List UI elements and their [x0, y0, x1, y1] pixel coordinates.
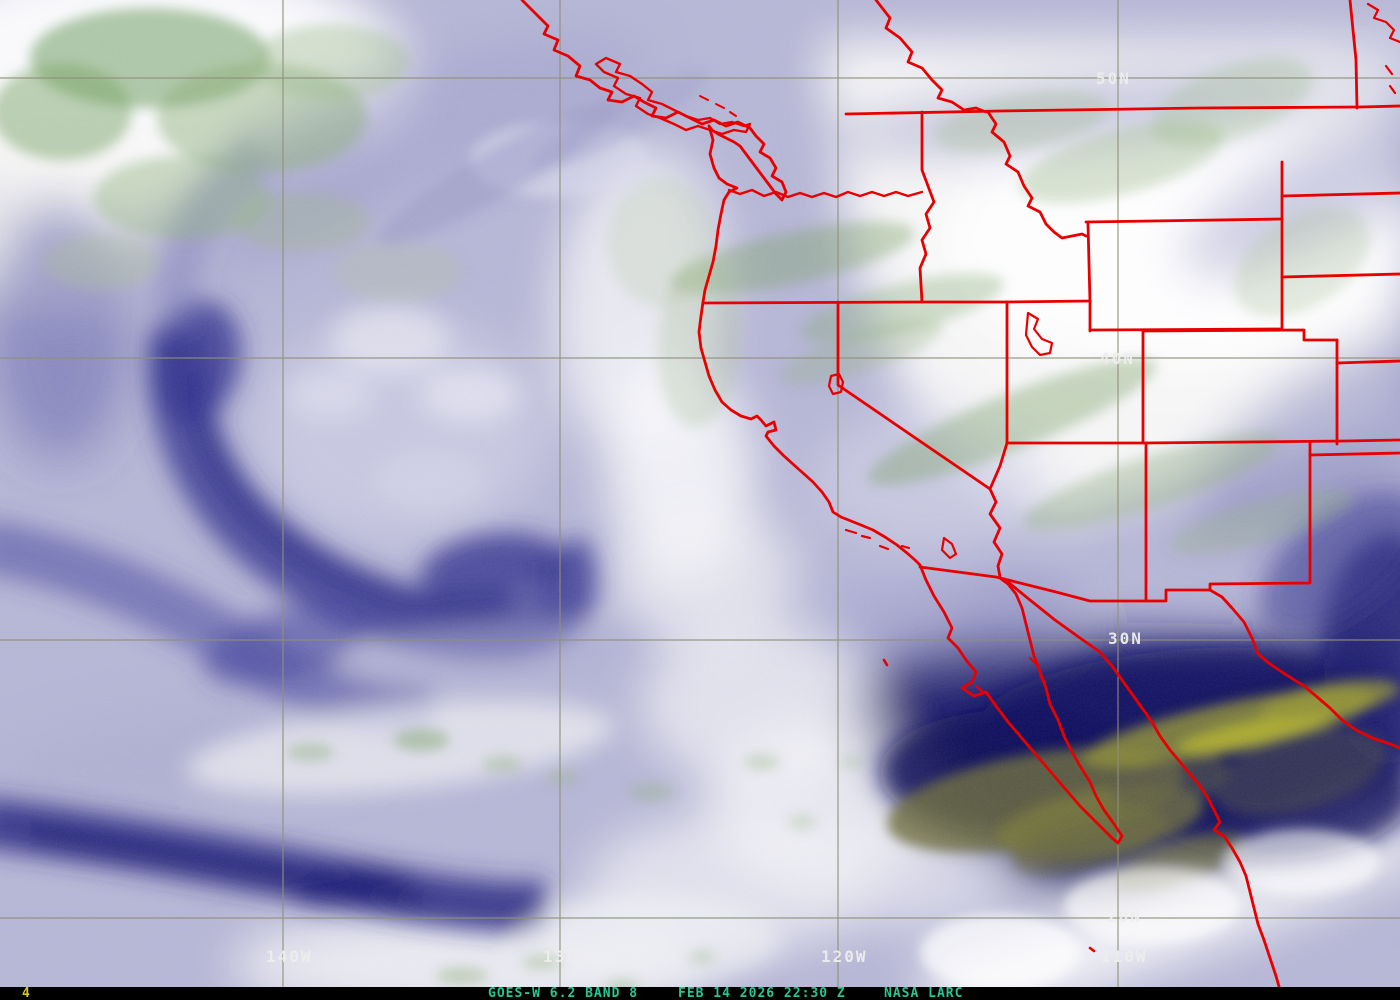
border-topright-lakes	[1366, 2, 1400, 95]
grid-labels: 50N 40N 30N 20N 140W 130W 120W 110W	[266, 69, 1148, 966]
lon-label-120w: 120W	[821, 947, 868, 966]
map-boundaries	[520, 0, 1400, 1000]
border-nebraska-kansas	[1335, 359, 1400, 365]
coastline-vancouver-island	[594, 56, 752, 136]
lat-label-50n: 50N	[1096, 69, 1131, 88]
border-nevada-arizona	[988, 441, 1009, 491]
border-42n	[701, 299, 1092, 305]
border-idaho-montana	[986, 110, 1088, 240]
lon-label-140w: 140W	[266, 947, 313, 966]
border-idaho-wyoming	[1086, 222, 1092, 304]
lon-label-110w: 110W	[1101, 947, 1148, 966]
border-montana-east	[1348, 0, 1359, 110]
border-newmexico-texas	[1208, 441, 1312, 592]
border-us-mexico	[918, 565, 1400, 750]
isla-guadalupe	[882, 658, 889, 667]
isla-cedros	[974, 684, 984, 693]
border-montana-dakota	[1280, 191, 1400, 198]
status-bar: 4 GOES-W 6.2 BAND 8 FEB 14 2026 22:30 Z …	[0, 987, 1400, 1000]
border-colorado-north	[1141, 328, 1339, 342]
border-us-canada	[844, 104, 1400, 116]
border-california-nevada	[836, 300, 1004, 579]
salton-sea	[940, 536, 958, 560]
lake-tahoe	[827, 372, 845, 396]
border-idaho-west	[918, 110, 936, 304]
coastline-british-columbia	[520, 0, 788, 202]
product-label: GOES-W 6.2 BAND 8	[488, 986, 639, 1000]
lat-label-30n: 30N	[1108, 629, 1143, 648]
lat-label-40n: 40N	[1100, 349, 1135, 368]
lon-label-130w: 130W	[543, 947, 590, 966]
timestamp-label: FEB 14 2026 22:30 Z	[678, 986, 846, 1000]
credit-label: NASA LARC	[884, 986, 964, 1000]
lat-label-20n: 20N	[1107, 907, 1142, 926]
coastline-mexico-mainland	[1006, 580, 1286, 1000]
coastline-pacific	[697, 124, 922, 567]
coastline-gulf-islands	[699, 95, 737, 117]
border-texas-oklahoma	[1308, 451, 1400, 457]
border-montana-wyoming	[1084, 217, 1284, 224]
border-37n	[1005, 438, 1400, 445]
gulf-of-california-islands	[1029, 657, 1046, 683]
coastline-baja-california	[918, 563, 1124, 845]
channel-islands	[844, 528, 911, 551]
border-dakota-nebraska	[1280, 272, 1400, 279]
border-wa-or	[727, 188, 924, 199]
frame-number: 4	[22, 986, 31, 1000]
great-salt-lake	[1024, 311, 1054, 357]
isla-socorro	[1088, 946, 1096, 953]
border-bc-alberta	[874, 0, 988, 114]
